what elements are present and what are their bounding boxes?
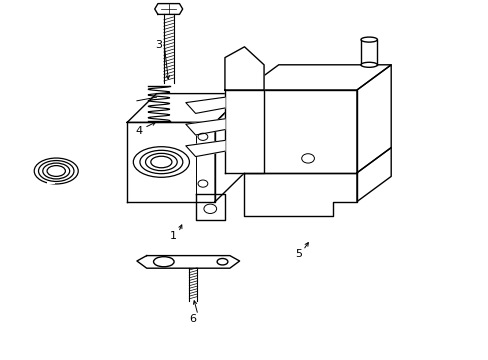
Polygon shape (137, 256, 239, 268)
Text: 5: 5 (294, 249, 301, 259)
Ellipse shape (47, 166, 65, 176)
Ellipse shape (360, 37, 377, 42)
Ellipse shape (153, 257, 174, 267)
Text: 1: 1 (170, 231, 177, 241)
Ellipse shape (150, 156, 172, 168)
Ellipse shape (39, 161, 74, 181)
Polygon shape (154, 4, 183, 14)
Polygon shape (127, 94, 244, 122)
Ellipse shape (34, 158, 78, 184)
Ellipse shape (145, 153, 177, 171)
Circle shape (203, 204, 216, 213)
Circle shape (198, 180, 207, 187)
Ellipse shape (140, 150, 183, 174)
Text: 3: 3 (155, 40, 162, 50)
Polygon shape (215, 94, 244, 202)
Circle shape (301, 154, 314, 163)
Circle shape (198, 133, 207, 140)
Polygon shape (224, 90, 264, 173)
Polygon shape (244, 65, 390, 90)
Polygon shape (185, 97, 224, 113)
Polygon shape (185, 119, 224, 135)
Text: 2: 2 (48, 173, 55, 183)
Text: 4: 4 (136, 126, 142, 136)
Ellipse shape (133, 147, 189, 177)
Polygon shape (195, 194, 224, 220)
Polygon shape (185, 140, 224, 157)
Polygon shape (127, 122, 215, 202)
Polygon shape (244, 173, 356, 216)
Polygon shape (224, 47, 264, 90)
Polygon shape (244, 90, 356, 173)
Ellipse shape (217, 258, 227, 265)
Polygon shape (356, 148, 390, 202)
Polygon shape (356, 65, 390, 173)
Text: 6: 6 (189, 314, 196, 324)
Ellipse shape (360, 62, 377, 67)
Ellipse shape (43, 163, 70, 179)
